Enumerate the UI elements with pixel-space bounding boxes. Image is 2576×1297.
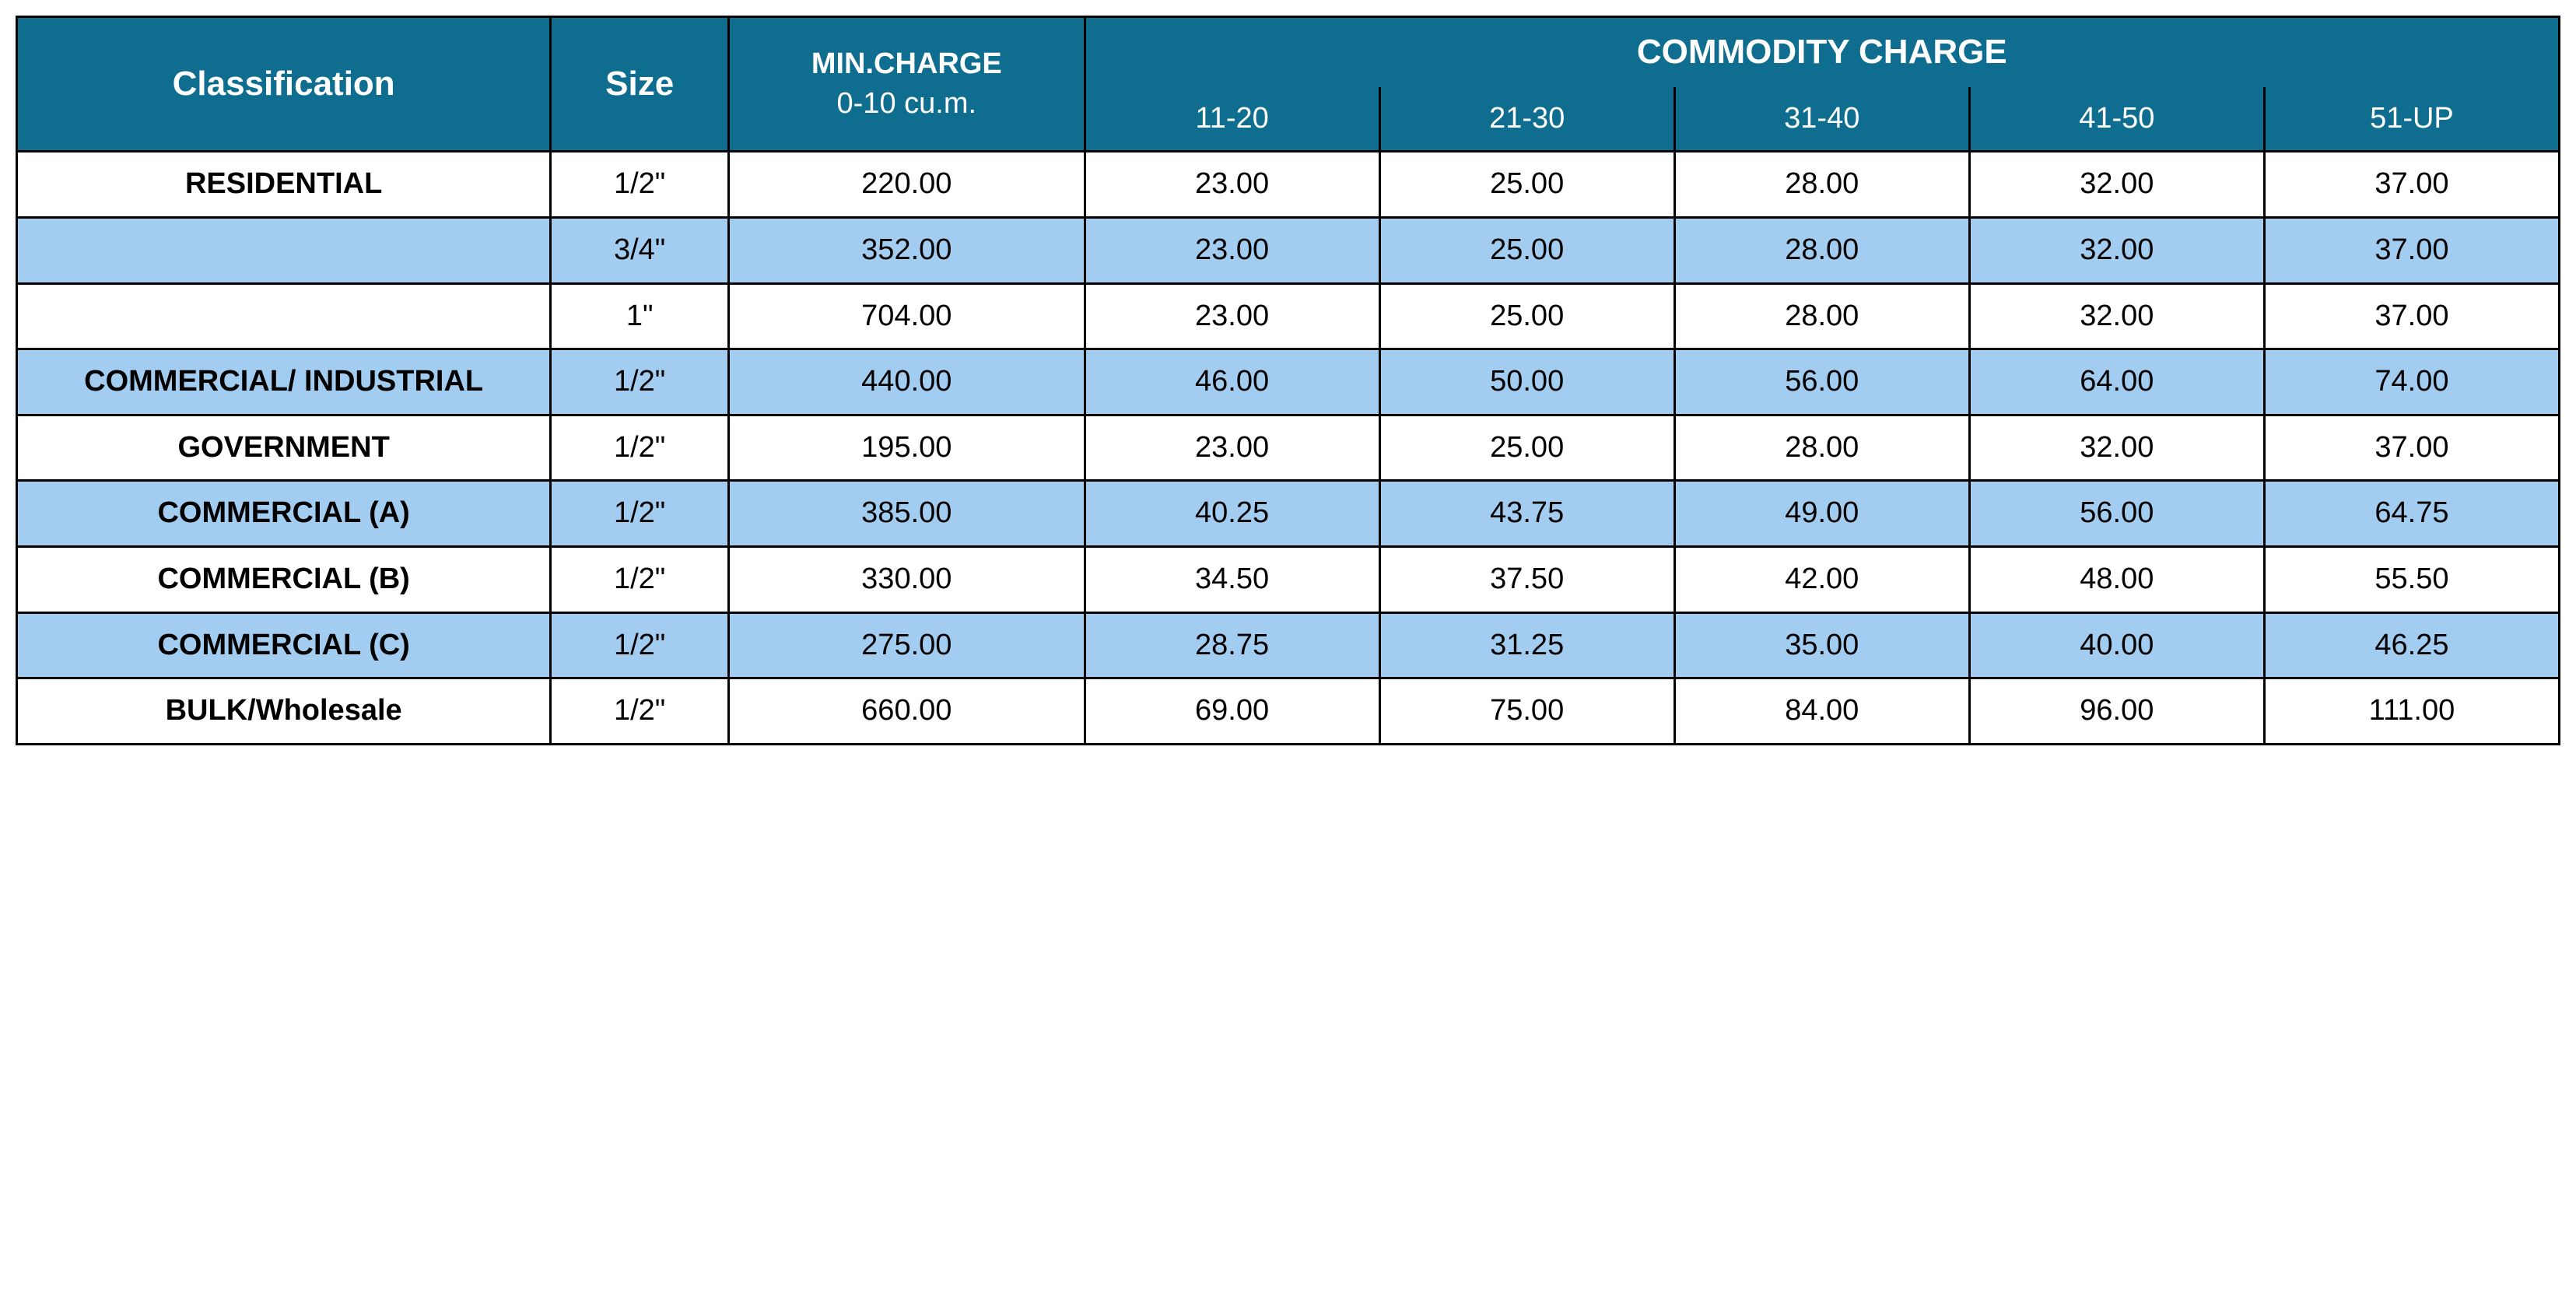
table-row: COMMERCIAL (A)1/2"385.0040.2543.7549.005… [17, 481, 2560, 547]
cell-commodity: 23.00 [1085, 152, 1379, 218]
table-row: COMMERCIAL (B)1/2"330.0034.5037.5042.004… [17, 546, 2560, 612]
cell-size: 1/2" [551, 349, 729, 415]
header-min-charge-line2: 0-10 cu.m. [738, 86, 1076, 122]
header-range-2: 31-40 [1674, 87, 1969, 152]
cell-commodity: 43.75 [1379, 481, 1674, 547]
cell-commodity: 64.00 [1969, 349, 2264, 415]
header-range-3: 41-50 [1969, 87, 2264, 152]
cell-commodity: 28.00 [1674, 415, 1969, 481]
cell-commodity: 56.00 [1969, 481, 2264, 547]
cell-commodity: 111.00 [2264, 678, 2559, 745]
cell-commodity: 23.00 [1085, 283, 1379, 349]
cell-commodity: 46.00 [1085, 349, 1379, 415]
cell-min-charge: 195.00 [729, 415, 1085, 481]
cell-min-charge: 275.00 [729, 612, 1085, 678]
cell-classification [17, 217, 551, 283]
cell-size: 1/2" [551, 415, 729, 481]
cell-commodity: 56.00 [1674, 349, 1969, 415]
header-commodity-title: COMMODITY CHARGE [1085, 17, 2559, 87]
cell-commodity: 23.00 [1085, 415, 1379, 481]
cell-commodity: 40.25 [1085, 481, 1379, 547]
cell-commodity: 23.00 [1085, 217, 1379, 283]
cell-commodity: 42.00 [1674, 546, 1969, 612]
cell-size: 1/2" [551, 612, 729, 678]
cell-commodity: 75.00 [1379, 678, 1674, 745]
cell-commodity: 37.00 [2264, 152, 2559, 218]
cell-size: 1/2" [551, 546, 729, 612]
cell-commodity: 32.00 [1969, 217, 2264, 283]
table-row: RESIDENTIAL1/2"220.0023.0025.0028.0032.0… [17, 152, 2560, 218]
cell-commodity: 74.00 [2264, 349, 2559, 415]
cell-min-charge: 330.00 [729, 546, 1085, 612]
cell-classification: COMMERCIAL (B) [17, 546, 551, 612]
cell-min-charge: 352.00 [729, 217, 1085, 283]
cell-commodity: 50.00 [1379, 349, 1674, 415]
cell-commodity: 35.00 [1674, 612, 1969, 678]
cell-commodity: 96.00 [1969, 678, 2264, 745]
cell-commodity: 25.00 [1379, 283, 1674, 349]
cell-classification: COMMERCIAL (C) [17, 612, 551, 678]
cell-commodity: 37.50 [1379, 546, 1674, 612]
header-min-charge: MIN.CHARGE 0-10 cu.m. [729, 17, 1085, 152]
cell-size: 1" [551, 283, 729, 349]
table-row: COMMERCIAL/ INDUSTRIAL1/2"440.0046.0050.… [17, 349, 2560, 415]
cell-commodity: 32.00 [1969, 283, 2264, 349]
table-body: RESIDENTIAL1/2"220.0023.0025.0028.0032.0… [17, 152, 2560, 744]
cell-commodity: 37.00 [2264, 283, 2559, 349]
cell-size: 1/2" [551, 152, 729, 218]
cell-commodity: 25.00 [1379, 217, 1674, 283]
table-row: COMMERCIAL (C)1/2"275.0028.7531.2535.004… [17, 612, 2560, 678]
cell-min-charge: 385.00 [729, 481, 1085, 547]
cell-commodity: 55.50 [2264, 546, 2559, 612]
cell-size: 3/4" [551, 217, 729, 283]
cell-commodity: 25.00 [1379, 152, 1674, 218]
cell-size: 1/2" [551, 481, 729, 547]
cell-classification [17, 283, 551, 349]
cell-commodity: 31.25 [1379, 612, 1674, 678]
cell-min-charge: 440.00 [729, 349, 1085, 415]
cell-min-charge: 704.00 [729, 283, 1085, 349]
header-classification: Classification [17, 17, 551, 152]
cell-commodity: 46.25 [2264, 612, 2559, 678]
cell-commodity: 28.00 [1674, 152, 1969, 218]
cell-commodity: 34.50 [1085, 546, 1379, 612]
cell-commodity: 28.00 [1674, 283, 1969, 349]
cell-commodity: 64.75 [2264, 481, 2559, 547]
cell-classification: GOVERNMENT [17, 415, 551, 481]
cell-commodity: 32.00 [1969, 152, 2264, 218]
cell-commodity: 28.00 [1674, 217, 1969, 283]
cell-size: 1/2" [551, 678, 729, 745]
cell-classification: RESIDENTIAL [17, 152, 551, 218]
table-row: 1"704.0023.0025.0028.0032.0037.00 [17, 283, 2560, 349]
water-rate-table: Classification Size MIN.CHARGE 0-10 cu.m… [16, 16, 2560, 745]
cell-commodity: 37.00 [2264, 217, 2559, 283]
table-row: 3/4"352.0023.0025.0028.0032.0037.00 [17, 217, 2560, 283]
header-range-0: 11-20 [1085, 87, 1379, 152]
cell-commodity: 40.00 [1969, 612, 2264, 678]
cell-commodity: 28.75 [1085, 612, 1379, 678]
header-range-1: 21-30 [1379, 87, 1674, 152]
table-row: GOVERNMENT1/2"195.0023.0025.0028.0032.00… [17, 415, 2560, 481]
cell-commodity: 25.00 [1379, 415, 1674, 481]
header-min-charge-line1: MIN.CHARGE [738, 47, 1076, 82]
cell-commodity: 48.00 [1969, 546, 2264, 612]
cell-commodity: 37.00 [2264, 415, 2559, 481]
cell-commodity: 49.00 [1674, 481, 1969, 547]
cell-classification: BULK/Wholesale [17, 678, 551, 745]
header-range-4: 51-UP [2264, 87, 2559, 152]
table-row: BULK/Wholesale1/2"660.0069.0075.0084.009… [17, 678, 2560, 745]
cell-min-charge: 660.00 [729, 678, 1085, 745]
cell-min-charge: 220.00 [729, 152, 1085, 218]
cell-classification: COMMERCIAL (A) [17, 481, 551, 547]
cell-classification: COMMERCIAL/ INDUSTRIAL [17, 349, 551, 415]
table-header: Classification Size MIN.CHARGE 0-10 cu.m… [17, 17, 2560, 152]
header-size: Size [551, 17, 729, 152]
cell-commodity: 32.00 [1969, 415, 2264, 481]
cell-commodity: 84.00 [1674, 678, 1969, 745]
cell-commodity: 69.00 [1085, 678, 1379, 745]
